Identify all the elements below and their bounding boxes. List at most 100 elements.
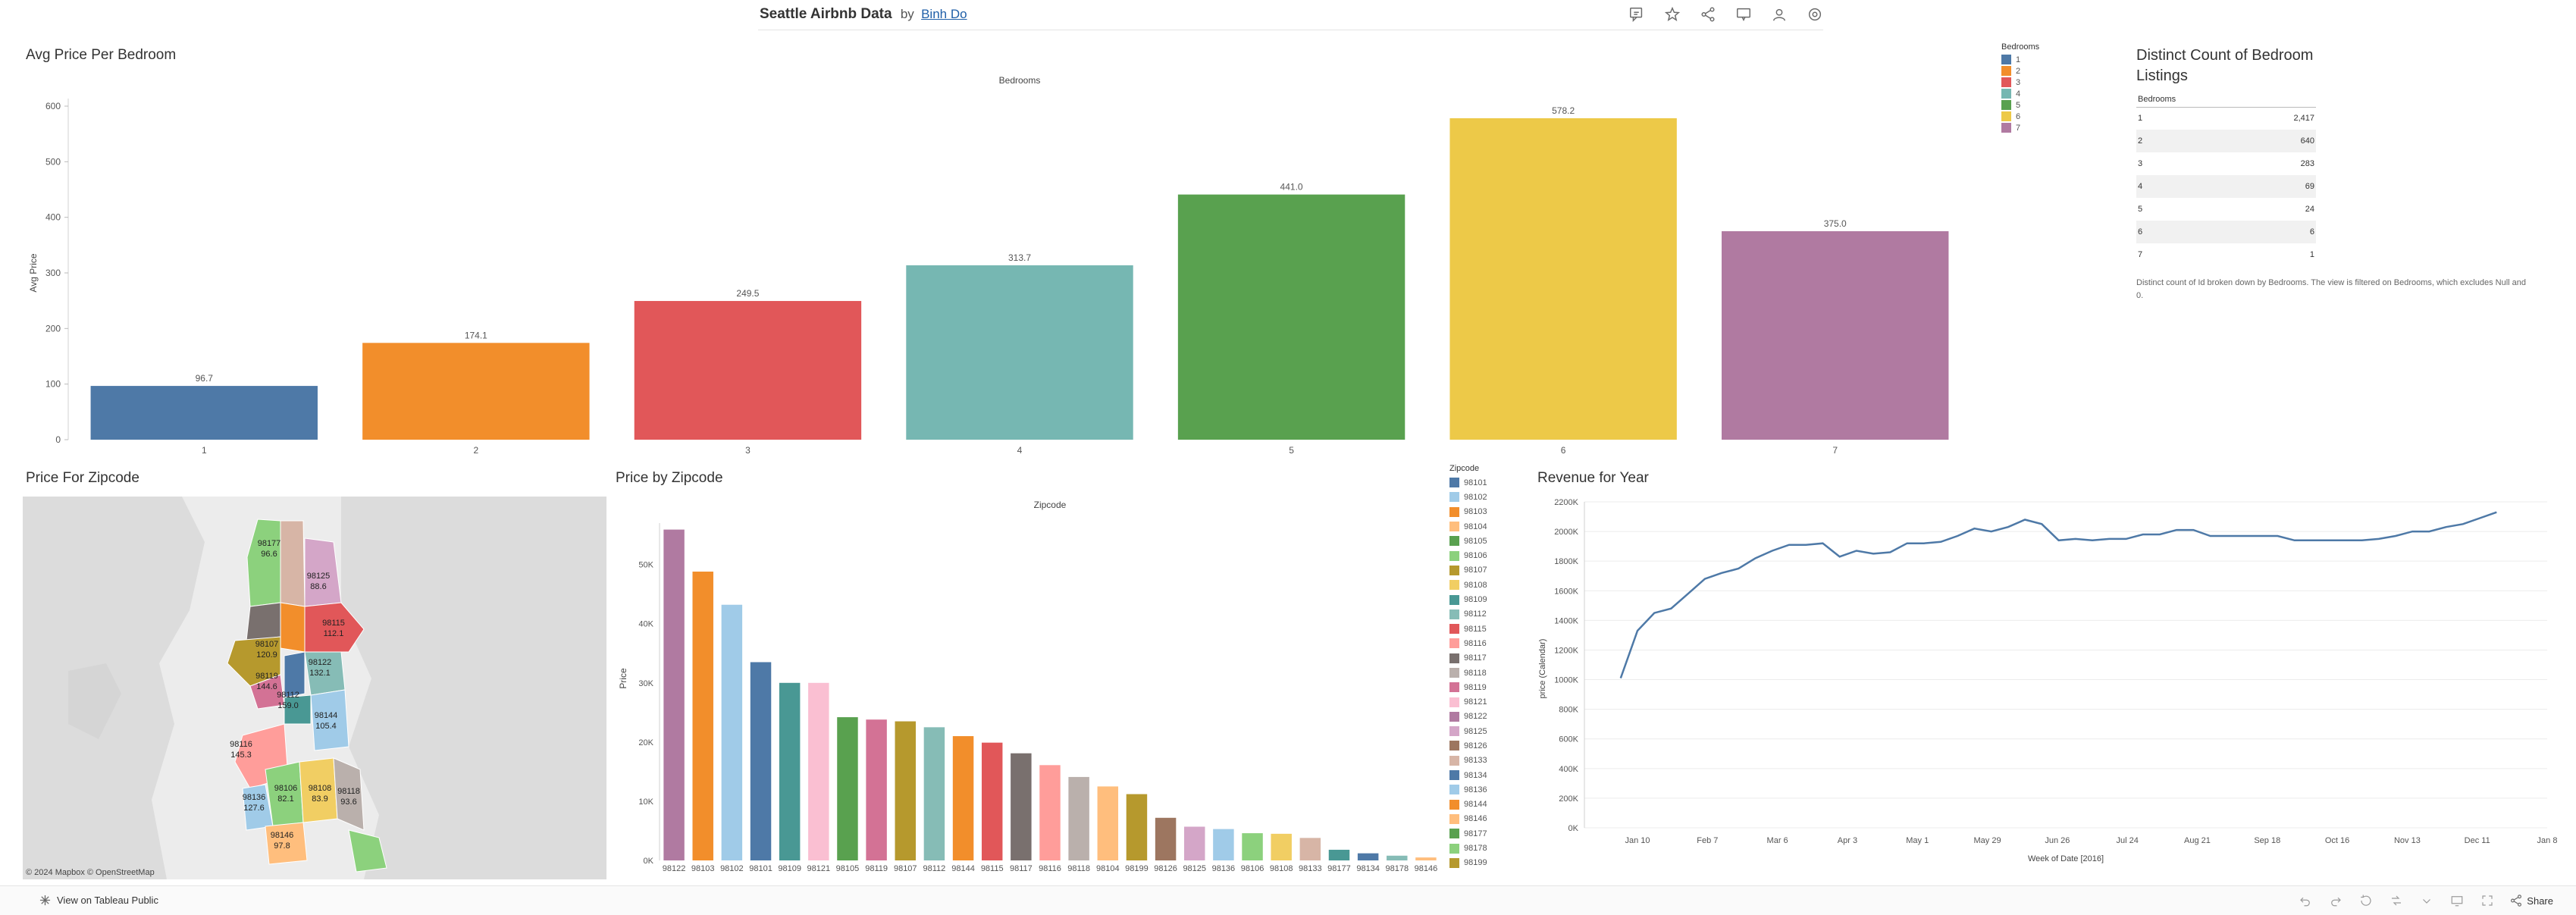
zip-bar[interactable] xyxy=(1155,817,1177,860)
zip-region[interactable] xyxy=(246,602,281,641)
zip-legend-item[interactable]: 98115 xyxy=(1449,622,1487,636)
zip-legend-item[interactable]: 98116 xyxy=(1449,636,1487,650)
count-table-row[interactable]: 1 2,417 xyxy=(2136,107,2316,130)
zip-region[interactable] xyxy=(280,602,306,653)
zip-legend-item[interactable]: 98106 xyxy=(1449,548,1487,562)
zip-legend-item[interactable]: 98177 xyxy=(1449,826,1487,841)
zip-bar[interactable] xyxy=(1097,786,1119,860)
bedroom-legend-item[interactable]: 3 xyxy=(2001,77,2039,88)
count-table-row[interactable]: 5 24 xyxy=(2136,198,2316,221)
zip-legend-item[interactable]: 98112 xyxy=(1449,607,1487,622)
zip-bar[interactable] xyxy=(1184,826,1205,861)
star-icon[interactable] xyxy=(1662,5,1682,24)
zip-legend-item[interactable]: 98121 xyxy=(1449,694,1487,709)
zip-bar[interactable] xyxy=(663,529,685,860)
zip-legend-item[interactable]: 98108 xyxy=(1449,578,1487,592)
zip-bar[interactable] xyxy=(1242,833,1263,860)
zip-bar[interactable] xyxy=(1213,829,1234,860)
zip-region[interactable] xyxy=(348,829,387,873)
zip-legend-item[interactable]: 98105 xyxy=(1449,534,1487,548)
zip-bar[interactable] xyxy=(1126,794,1148,860)
profile-icon[interactable] xyxy=(1769,5,1789,24)
bedroom-legend-item[interactable]: 4 xyxy=(2001,88,2039,99)
share-icon[interactable] xyxy=(1698,5,1718,24)
zip-bar[interactable] xyxy=(895,721,916,860)
zip-legend-item[interactable]: 98117 xyxy=(1449,651,1487,666)
zip-bar[interactable] xyxy=(1328,849,1350,860)
zipcode-map[interactable]: 98177 96.6 98125 88.6 98115 112.1 98107 120.9 98… xyxy=(23,497,606,879)
zip-legend-item[interactable]: 98199 xyxy=(1449,856,1487,870)
zip-bar[interactable] xyxy=(1011,753,1032,860)
zip-bar[interactable] xyxy=(1039,765,1061,860)
feedback-icon[interactable] xyxy=(1734,5,1753,24)
count-table-row[interactable]: 4 69 xyxy=(2136,175,2316,198)
zip-legend-item[interactable]: 98103 xyxy=(1449,505,1487,519)
zip-bar[interactable] xyxy=(779,682,801,860)
bedroom-bar[interactable] xyxy=(1722,231,1949,440)
count-table-row[interactable]: 3 283 xyxy=(2136,152,2316,175)
zip-legend-item[interactable]: 98125 xyxy=(1449,724,1487,738)
zip-legend-item[interactable]: 98118 xyxy=(1449,666,1487,680)
zip-region[interactable] xyxy=(284,694,312,725)
zip-legend-item[interactable]: 98133 xyxy=(1449,754,1487,768)
comment-icon[interactable] xyxy=(1627,5,1647,24)
zip-legend-item[interactable]: 98109 xyxy=(1449,592,1487,606)
bedroom-legend-item[interactable]: 1 xyxy=(2001,54,2039,65)
zip-legend-item[interactable]: 98144 xyxy=(1449,797,1487,812)
view-on-tableau-link[interactable]: View on Tableau Public xyxy=(39,895,158,906)
zip-bar[interactable] xyxy=(952,736,974,860)
zip-bar[interactable] xyxy=(837,717,858,860)
zip-bar[interactable] xyxy=(808,682,829,860)
zip-region[interactable] xyxy=(333,757,365,831)
zip-bar[interactable] xyxy=(692,572,713,860)
zip-bar[interactable] xyxy=(981,742,1003,860)
bedroom-bar[interactable] xyxy=(362,343,590,440)
zip-bar[interactable] xyxy=(1271,833,1292,860)
rev-series-line[interactable] xyxy=(1619,511,2497,679)
bedroom-bar[interactable] xyxy=(634,301,862,440)
zip-legend-item[interactable]: 98107 xyxy=(1449,563,1487,578)
share-button[interactable]: Share xyxy=(2509,894,2553,907)
bedroom-bar[interactable] xyxy=(90,386,318,440)
zip-bar[interactable] xyxy=(1299,838,1321,860)
author-link[interactable]: Binh Do xyxy=(921,7,967,21)
pause-icon[interactable] xyxy=(2418,892,2435,909)
zip-legend-item[interactable]: 98126 xyxy=(1449,738,1487,753)
zip-region[interactable] xyxy=(265,822,308,865)
refresh-icon[interactable] xyxy=(2388,892,2405,909)
bedroom-legend-item[interactable]: 6 xyxy=(2001,111,2039,122)
zip-bar[interactable] xyxy=(1415,857,1437,860)
zip-bar[interactable] xyxy=(721,604,743,860)
bedroom-legend-item[interactable]: 2 xyxy=(2001,65,2039,77)
zip-legend-item[interactable]: 98119 xyxy=(1449,680,1487,694)
zip-bar[interactable] xyxy=(1357,853,1379,860)
zip-region[interactable] xyxy=(284,651,306,698)
fullscreen-icon[interactable] xyxy=(2479,892,2496,909)
undo-icon[interactable] xyxy=(2297,892,2314,909)
count-table-row[interactable]: 2 640 xyxy=(2136,130,2316,152)
zip-legend-item[interactable]: 98178 xyxy=(1449,841,1487,855)
bedroom-bar[interactable] xyxy=(1177,194,1406,440)
zip-bar[interactable] xyxy=(866,719,887,860)
zip-legend-item[interactable]: 98134 xyxy=(1449,768,1487,782)
zip-legend-item[interactable]: 98101 xyxy=(1449,475,1487,490)
device-preview-icon[interactable] xyxy=(2449,892,2465,909)
bedroom-legend-item[interactable]: 5 xyxy=(2001,99,2039,111)
zip-bar[interactable] xyxy=(1068,776,1089,860)
zip-legend-item[interactable]: 98104 xyxy=(1449,519,1487,534)
bedroom-bar[interactable] xyxy=(1449,118,1677,440)
redo-icon[interactable] xyxy=(2327,892,2344,909)
bedroom-bar[interactable] xyxy=(906,265,1133,440)
zip-bar[interactable] xyxy=(750,662,772,860)
settings-icon[interactable] xyxy=(1805,5,1825,24)
zip-region[interactable] xyxy=(310,689,349,751)
zip-legend-item[interactable]: 98136 xyxy=(1449,782,1487,797)
zip-legend-item[interactable]: 98102 xyxy=(1449,490,1487,504)
bedroom-legend-item[interactable]: 7 xyxy=(2001,122,2039,133)
zip-legend-item[interactable]: 98122 xyxy=(1449,710,1487,724)
zip-bar[interactable] xyxy=(923,727,945,860)
zip-legend-item[interactable]: 98146 xyxy=(1449,812,1487,826)
zip-region[interactable] xyxy=(280,520,306,607)
